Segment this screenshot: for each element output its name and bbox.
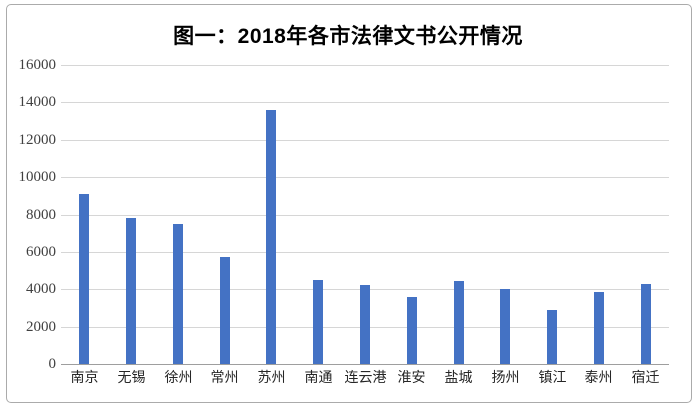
gridline <box>61 65 669 66</box>
chart-outer-border <box>6 4 692 403</box>
x-axis-label: 淮安 <box>397 371 426 386</box>
y-tick-label: 8000 <box>26 207 56 223</box>
x-axis-label: 常州 <box>210 371 239 386</box>
bar <box>454 281 464 364</box>
gridline <box>61 177 669 178</box>
x-axis-label: 苏州 <box>257 371 286 386</box>
x-axis-label: 扬州 <box>491 371 520 386</box>
bar <box>313 280 323 364</box>
y-tick-label: 0 <box>48 356 57 372</box>
bar <box>594 292 604 364</box>
gridline <box>61 252 669 253</box>
bar <box>547 310 557 364</box>
y-tick-label: 2000 <box>26 319 56 335</box>
gridline <box>61 102 669 103</box>
bar <box>220 257 230 364</box>
x-axis-label: 宿迁 <box>631 371 660 386</box>
chart-title: 图一：2018年各市法律文书公开情况 <box>173 25 523 48</box>
bar <box>641 284 651 364</box>
bar <box>500 289 510 364</box>
gridline <box>61 140 669 141</box>
x-axis-label: 无锡 <box>117 371 146 386</box>
bar <box>79 194 89 364</box>
x-axis-label: 连云港 <box>344 371 387 386</box>
bar <box>126 218 136 364</box>
y-tick-label: 4000 <box>26 281 56 297</box>
y-tick-label: 14000 <box>18 94 57 110</box>
x-axis-label: 徐州 <box>164 371 193 386</box>
gridline <box>61 215 669 216</box>
bar <box>266 110 276 364</box>
bar <box>407 297 417 364</box>
x-axis-label: 盐城 <box>444 371 473 386</box>
y-tick-label: 16000 <box>18 57 57 73</box>
x-axis-label: 南通 <box>304 371 333 386</box>
x-axis-label: 镇江 <box>538 371 567 386</box>
bar <box>360 285 370 364</box>
x-axis-label: 泰州 <box>584 371 613 386</box>
x-axis-label: 南京 <box>70 371 99 386</box>
x-axis-line <box>61 364 669 365</box>
y-tick-label: 10000 <box>18 169 57 185</box>
y-tick-label: 12000 <box>18 132 57 148</box>
bar <box>173 224 183 364</box>
y-tick-label: 6000 <box>26 244 56 260</box>
